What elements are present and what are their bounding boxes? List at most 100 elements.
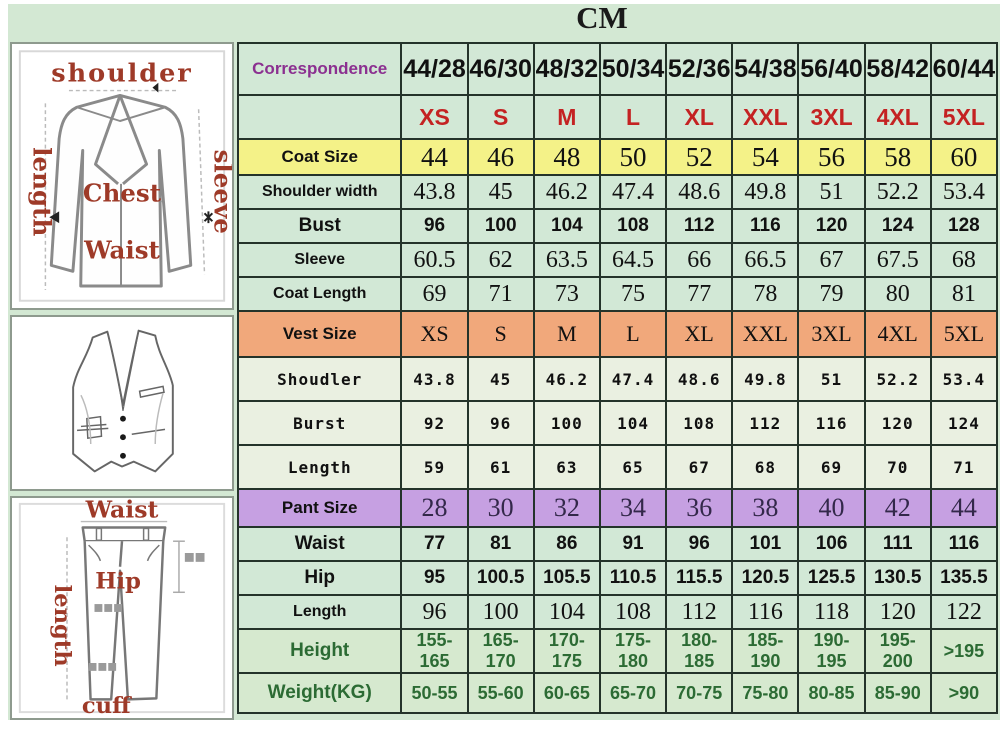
value-cell: 48 — [532, 138, 601, 176]
value-cell: 80-85 — [797, 672, 866, 714]
value-cell: 120 — [797, 208, 866, 244]
value-cell: 38 — [731, 488, 800, 528]
pants-diagram: Waist length Hip cuff — [10, 496, 234, 720]
value-cell: 5XL — [929, 94, 999, 140]
value-cell: 52.2 — [863, 174, 932, 210]
value-cell: 28 — [400, 488, 469, 528]
value-cell: 45 — [466, 356, 535, 402]
value-cell: 53.4 — [929, 356, 999, 402]
value-cell: 55-60 — [466, 672, 535, 714]
value-cell: 63.5 — [532, 242, 601, 278]
value-cell: 58 — [863, 138, 932, 176]
value-cell: 42 — [863, 488, 932, 528]
value-cell: 53.4 — [929, 174, 999, 210]
value-cell: 52 — [665, 138, 734, 176]
pants-waist-label: Waist — [85, 498, 159, 524]
value-cell: 67 — [797, 242, 866, 278]
value-cell: 56/40 — [797, 42, 866, 96]
vest-buttons — [120, 415, 126, 459]
value-cell: 128 — [929, 208, 999, 244]
value-cell: 92 — [400, 400, 469, 446]
value-cell: 95 — [400, 560, 469, 596]
row-label: Height — [236, 628, 403, 674]
value-cell: XL — [665, 310, 734, 358]
value-cell: 110.5 — [598, 560, 668, 596]
value-cell: L — [598, 310, 668, 358]
row-label: Shoulder width — [236, 174, 403, 210]
row-label: Hip — [236, 560, 403, 596]
value-cell: 100 — [466, 208, 535, 244]
value-cell: 32 — [532, 488, 601, 528]
value-cell: 79 — [797, 276, 866, 312]
value-cell: XS — [400, 94, 469, 140]
value-cell: XXL — [731, 310, 800, 358]
row-label: Vest Size — [236, 310, 403, 358]
value-cell: 96 — [466, 400, 535, 446]
value-cell: 65 — [598, 444, 668, 490]
value-cell: 124 — [929, 400, 999, 446]
value-cell: 34 — [598, 488, 668, 528]
value-cell: 60-65 — [532, 672, 601, 714]
value-cell: 101 — [731, 526, 800, 562]
jacket-sleeve-label: sleeve — [208, 150, 232, 234]
value-cell: 60.5 — [400, 242, 469, 278]
value-cell: S — [466, 94, 535, 140]
value-cell: 70-75 — [665, 672, 734, 714]
value-cell: 50/34 — [598, 42, 668, 96]
row-label: Burst — [236, 400, 403, 446]
value-cell: 116 — [731, 594, 800, 630]
value-cell: 47.4 — [598, 356, 668, 402]
value-cell: 75 — [598, 276, 668, 312]
value-cell: 80 — [863, 276, 932, 312]
value-cell: M — [532, 94, 601, 140]
value-cell: 49.8 — [731, 356, 800, 402]
value-cell: 106 — [797, 526, 866, 562]
value-cell: 44 — [929, 488, 999, 528]
table-row-length: Length 59 61 63 65 67 68 69 70 71 — [236, 444, 999, 490]
value-cell: 3XL — [797, 94, 866, 140]
value-cell: 112 — [665, 594, 734, 630]
row-label: Sleeve — [236, 242, 403, 278]
value-cell: 5XL — [929, 310, 999, 358]
value-cell: 65-70 — [598, 672, 668, 714]
table-row-pant-size: Pant Size 28 30 32 34 36 38 40 42 44 — [236, 488, 999, 528]
table-row-shoulder-width: Shoulder width 43.8 45 46.2 47.4 48.6 49.8 51 52… — [236, 174, 999, 210]
value-cell: 52.2 — [863, 356, 932, 402]
vest-diagram — [10, 315, 234, 491]
value-cell: 170-175 — [532, 628, 601, 674]
row-label: Coat Length — [236, 276, 403, 312]
table-row-shoudler: Shoudler 43.8 45 46.2 47.4 48.6 49.8 51 52.2 53.4 — [236, 356, 999, 402]
value-cell: 85-90 — [863, 672, 932, 714]
value-cell: 96 — [400, 208, 469, 244]
row-label: Bust — [236, 208, 403, 244]
value-cell: 71 — [466, 276, 535, 312]
sleeve-measure-line — [197, 109, 206, 275]
value-cell: 71 — [929, 444, 999, 490]
value-cell: 135.5 — [929, 560, 999, 596]
value-cell: 36 — [665, 488, 734, 528]
page-title: CM — [576, 0, 628, 35]
table-row-waist: Waist 77 81 86 91 96 101 106 111 116 — [236, 526, 999, 562]
value-cell: 86 — [532, 526, 601, 562]
vest-outline — [72, 329, 174, 473]
jacket-diagram: shoulder length sleeve Chest Waist — [10, 42, 234, 310]
value-cell: 46/30 — [466, 42, 535, 96]
table-row-burst: Burst 92 96 100 104 108 112 116 120 124 — [236, 400, 999, 446]
jacket-length-label: length — [28, 147, 57, 236]
value-cell: 165-170 — [466, 628, 535, 674]
value-cell: 108 — [598, 594, 668, 630]
value-cell: 46.2 — [532, 356, 601, 402]
value-cell: 96 — [400, 594, 469, 630]
value-cell: XXL — [731, 94, 800, 140]
value-cell: 104 — [532, 208, 601, 244]
value-cell: 46 — [466, 138, 535, 176]
value-cell: 49.8 — [731, 174, 800, 210]
value-cell: 81 — [929, 276, 999, 312]
row-label: Correspondence — [236, 42, 403, 96]
pants-hip-label: Hip — [95, 568, 141, 594]
value-cell: 91 — [598, 526, 668, 562]
value-cell: 66.5 — [731, 242, 800, 278]
value-cell: >90 — [929, 672, 999, 714]
table-row-bust: Bust 96 100 104 108 112 116 120 124 128 — [236, 208, 999, 244]
value-cell: 44/28 — [400, 42, 469, 96]
